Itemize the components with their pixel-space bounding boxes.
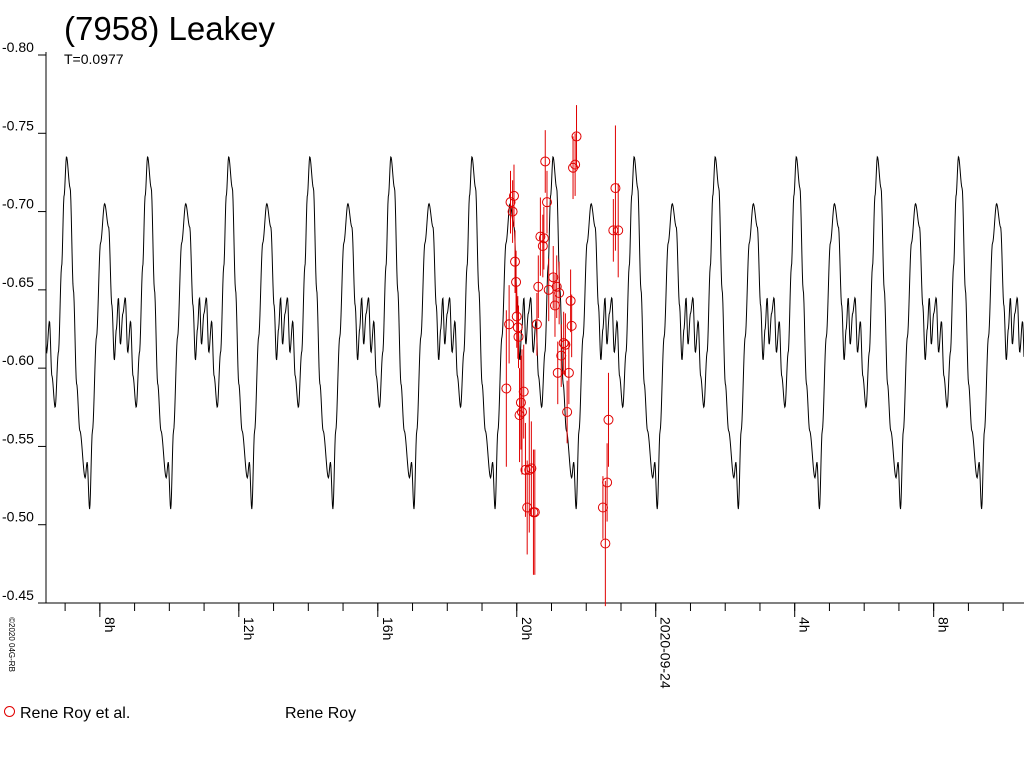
x-tick-label: 8h [936, 617, 952, 633]
observation-point [552, 367, 563, 378]
tick-labels-layer: -0.80 -0.75 -0.70 -0.65 -0.60 -0.55 -0.50 -0.45… [2, 39, 952, 689]
observation-point [613, 225, 624, 236]
y-tick-label: -0.55 [2, 430, 34, 446]
x-tick-label: 16h [380, 617, 396, 640]
observation-point [518, 386, 529, 397]
y-tick-label: -0.65 [2, 274, 34, 290]
observation-point [554, 287, 565, 298]
legend-circle-marker [4, 706, 15, 717]
observation-point [511, 311, 522, 322]
observation-point [551, 281, 562, 292]
observation-point [562, 406, 573, 417]
observation-point [548, 272, 559, 283]
observation-point [603, 414, 614, 425]
observation-point [610, 183, 621, 194]
model-curve-layer [45, 155, 1024, 510]
observation-point [520, 464, 531, 475]
y-tick-label: -0.75 [2, 117, 34, 133]
observation-point [501, 383, 512, 394]
y-tick-label: -0.50 [2, 509, 34, 525]
observation-point [541, 197, 552, 208]
observation-point [558, 338, 569, 349]
x-tick-label: 4h [797, 617, 813, 633]
model-curve-line [45, 155, 1024, 510]
x-tick-label: 20h [519, 617, 535, 640]
observation-point [508, 190, 519, 201]
observation-point [540, 156, 551, 167]
observations-layer [501, 105, 624, 607]
observation-point [531, 319, 542, 330]
observation-point [566, 320, 577, 331]
observation-point [602, 477, 613, 488]
legend-entry-observations: Rene Roy et al. [4, 704, 130, 724]
observation-point [571, 131, 582, 142]
observation-point [505, 197, 516, 208]
chart-subtitle: T=0.0977 [64, 51, 124, 67]
observation-point [570, 159, 581, 170]
y-tick-label: -0.80 [2, 39, 34, 55]
legend-entry-model: Rene Roy [285, 704, 356, 724]
observation-point [513, 331, 524, 342]
observation-point [533, 281, 544, 292]
chart-title: (7958) Leakey [64, 10, 275, 47]
observation-point [563, 367, 574, 378]
legend-label-observations: Rene Roy et al. [20, 705, 131, 722]
observation-point [511, 277, 522, 288]
observation-point [560, 339, 571, 350]
observation-point [565, 295, 576, 306]
observation-point [537, 241, 548, 252]
y-tick-label: -0.60 [2, 352, 34, 368]
observation-point [515, 397, 526, 408]
legend-label-model: Rene Roy [285, 705, 357, 722]
observation-point [568, 162, 579, 173]
observation-point [504, 319, 515, 330]
observation-point [510, 256, 521, 267]
plot-axes [38, 52, 1024, 617]
observation-point [526, 463, 537, 474]
y-tick-label: -0.45 [2, 587, 34, 603]
observation-point [600, 538, 611, 549]
observation-point [529, 507, 540, 518]
x-tick-label: 12h [241, 617, 257, 640]
y-tick-label: -0.70 [2, 196, 34, 212]
observation-point [516, 406, 527, 417]
observation-point [507, 206, 518, 217]
x-tick-label: 8h [102, 617, 118, 633]
observation-point [538, 233, 549, 244]
x-tick-label: 2020-09-24 [658, 617, 674, 689]
